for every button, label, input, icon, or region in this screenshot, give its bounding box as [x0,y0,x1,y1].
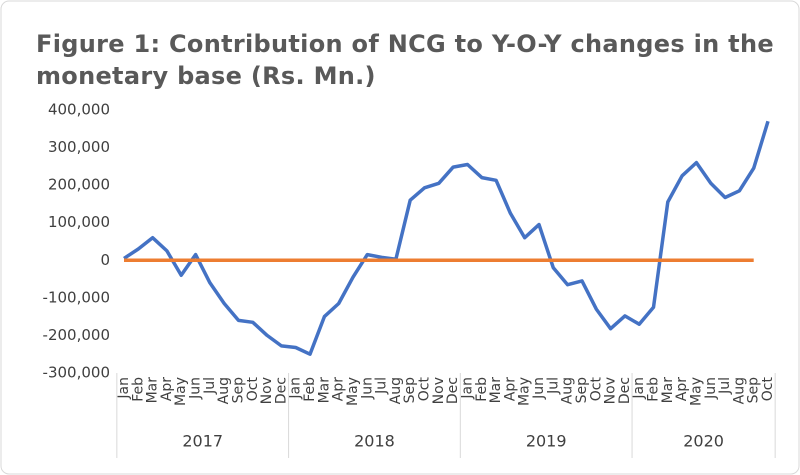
x-tick-label: Dec [445,377,461,404]
x-tick-label: May [345,377,361,406]
x-tick-label: Sep [746,377,762,404]
x-tick-label: Feb [302,377,318,402]
x-tick-label: Apr [331,377,347,401]
x-group-label: 2020 [683,432,724,451]
x-tick-label: Nov [259,377,275,404]
x-tick-label: Jul [545,377,561,395]
x-tick-label: Mar [316,377,332,404]
x-tick-label: Oct [588,377,604,402]
y-tick-label: 200,000 [48,176,110,194]
x-tick-label: Oct [417,377,433,402]
y-tick-label: -100,000 [43,288,110,306]
x-tick-label: Jun [531,377,547,400]
x-tick-label: Aug [560,377,576,404]
x-tick-label: Oct [760,377,776,402]
x-tick-label: Mar [145,377,161,404]
x-tick-label: Jun [359,377,375,400]
x-tick-label: Apr [674,377,690,401]
x-group-label: 2017 [182,432,223,451]
x-tick-label: May [173,377,189,406]
x-group-label: 2018 [354,432,395,451]
x-tick-label: Aug [388,377,404,404]
y-tick-label: 300,000 [48,138,110,156]
x-tick-label: Feb [130,377,146,402]
y-tick-label: 100,000 [48,213,110,231]
x-tick-label: Jan [631,377,647,400]
x-tick-label: Apr [159,377,175,401]
x-tick-label: Jul [374,377,390,395]
x-tick-label: Jun [188,377,204,400]
x-tick-label: Feb [646,377,662,402]
x-tick-label: Sep [574,377,590,404]
y-tick-label: 400,000 [48,101,110,119]
y-tick-label: -300,000 [43,364,110,382]
x-tick-label: Nov [603,377,619,404]
x-tick-label: Jun [703,377,719,400]
x-tick-label: Aug [731,377,747,404]
x-tick-label: Feb [474,377,490,402]
x-tick-label: Dec [273,377,289,404]
x-tick-label: Jan [459,377,475,400]
x-tick-label: Jan [288,377,304,400]
x-tick-label: Dec [617,377,633,404]
x-tick-label: Sep [230,377,246,404]
x-group-label: 2019 [526,432,567,451]
x-tick-label: Apr [502,377,518,401]
chart-title: Figure 1: Contribution of NCG to Y-O-Y c… [36,30,774,90]
x-tick-label: Jul [717,377,733,395]
x-tick-label: May [517,377,533,406]
x-tick-label: Oct [245,377,261,402]
y-tick-label: 0 [100,251,110,269]
x-tick-label: Jul [202,377,218,395]
x-tick-label: May [688,377,704,406]
x-tick-label: Mar [488,377,504,404]
x-tick-label: Jan [116,377,132,400]
y-tick-label: -200,000 [43,326,110,344]
x-tick-label: Mar [660,377,676,404]
line-series [123,120,770,356]
x-tick-label: Nov [431,377,447,404]
x-tick-label: Sep [402,377,418,404]
x-tick-label: Aug [216,377,232,404]
